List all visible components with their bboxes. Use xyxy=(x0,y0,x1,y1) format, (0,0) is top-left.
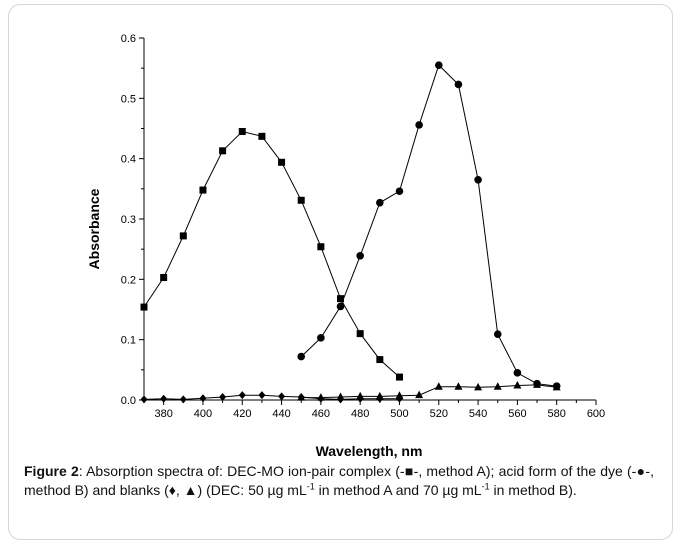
data-point-square xyxy=(376,356,384,364)
data-point-circle xyxy=(434,61,443,69)
data-point-triangle xyxy=(474,382,483,391)
data-point-diamond xyxy=(278,392,286,401)
data-point-circle xyxy=(297,352,306,361)
data-point-square xyxy=(395,373,403,381)
data-point-triangle xyxy=(434,382,443,390)
data-point-diamond xyxy=(160,394,168,403)
data-point-circle xyxy=(356,252,364,260)
data-point-triangle xyxy=(356,391,365,400)
caption-text-3: in method B). xyxy=(489,482,577,498)
x-tick-label: 440 xyxy=(272,408,290,420)
data-point-circle xyxy=(395,187,404,196)
data-point-square xyxy=(278,158,286,166)
data-point-square xyxy=(297,196,305,204)
data-point-diamond xyxy=(179,395,187,404)
series-line-triangle xyxy=(301,384,557,399)
data-point-circle xyxy=(336,302,345,311)
data-point-circle xyxy=(454,80,463,89)
y-tick-label: 0.5 xyxy=(121,93,136,105)
data-point-triangle xyxy=(316,393,325,401)
data-point-circle xyxy=(376,198,384,207)
caption-text-1: : Absorption spectra of: DEC-MO ion-pair… xyxy=(24,463,654,498)
x-tick-label: 560 xyxy=(508,408,526,420)
data-point-triangle xyxy=(297,393,306,401)
data-point-diamond xyxy=(258,391,266,400)
y-tick-label: 0.2 xyxy=(121,274,136,286)
data-point-triangle xyxy=(513,381,522,389)
data-point-square xyxy=(160,274,168,282)
x-tick-label: 580 xyxy=(548,408,566,420)
series-lines xyxy=(143,64,557,400)
y-tick-label: 0.4 xyxy=(121,154,136,166)
y-tick-label: 0.0 xyxy=(121,395,136,407)
data-point-triangle xyxy=(395,391,404,399)
caption-label: Figure 2 xyxy=(24,463,79,479)
data-point-diamond xyxy=(219,392,227,401)
data-point-diamond xyxy=(140,395,148,404)
data-point-square xyxy=(238,128,246,136)
data-point-triangle xyxy=(533,380,542,388)
chart-axes: 380 400 420 440 460 480 500 520 540 560 580 600 0.0 0… xyxy=(121,33,605,420)
data-point-square xyxy=(258,132,266,140)
data-point-triangle xyxy=(493,382,502,390)
absorption-chart: 380 400 420 440 460 480 500 520 540 560 580 600 0.0 0… xyxy=(86,33,605,459)
series-line-circle xyxy=(300,64,557,387)
data-point-square xyxy=(317,243,325,251)
data-point-circle xyxy=(513,369,522,377)
data-point-square xyxy=(337,295,345,303)
y-axis-label: Absorbance xyxy=(86,188,102,269)
data-point-square xyxy=(199,186,207,194)
x-tick-label: 540 xyxy=(469,408,487,420)
caption-text-2: in method A and 70 µg mL xyxy=(314,482,482,498)
x-tick-label: 520 xyxy=(430,408,448,420)
x-axis-label: Wavelength, nm xyxy=(316,443,423,459)
data-point-circle xyxy=(415,121,423,129)
data-point-square xyxy=(219,147,227,155)
x-tick-label: 420 xyxy=(233,408,251,420)
x-tick-label: 600 xyxy=(587,408,605,420)
y-tick-label: 0.6 xyxy=(121,33,136,45)
y-tick-label: 0.3 xyxy=(121,214,136,226)
caption-sup-2: -1 xyxy=(481,481,490,492)
data-point-circle xyxy=(474,175,482,184)
x-tick-label: 380 xyxy=(154,408,172,420)
data-point-square xyxy=(356,330,364,338)
data-point-triangle xyxy=(552,382,561,391)
x-tick-label: 460 xyxy=(312,408,330,420)
data-point-circle xyxy=(493,330,502,339)
figure-frame xyxy=(8,4,673,540)
data-point-square xyxy=(179,232,187,240)
x-tick-label: 480 xyxy=(351,408,369,420)
data-point-triangle xyxy=(336,392,345,400)
x-tick-label: 500 xyxy=(390,408,408,420)
figure-caption: Figure 2: Absorption spectra of: DEC-MO … xyxy=(24,462,654,500)
data-point-diamond xyxy=(199,394,207,403)
series-markers xyxy=(140,61,561,404)
x-tick-label: 400 xyxy=(194,408,212,420)
data-point-triangle xyxy=(454,382,463,390)
data-point-triangle xyxy=(375,391,384,400)
data-point-diamond xyxy=(238,391,246,400)
data-point-square xyxy=(140,303,148,311)
caption-sup-1: -1 xyxy=(306,481,315,492)
y-tick-label: 0.1 xyxy=(121,335,136,347)
data-point-triangle xyxy=(415,390,424,399)
series-line-square xyxy=(143,130,400,378)
data-point-circle xyxy=(317,334,325,342)
